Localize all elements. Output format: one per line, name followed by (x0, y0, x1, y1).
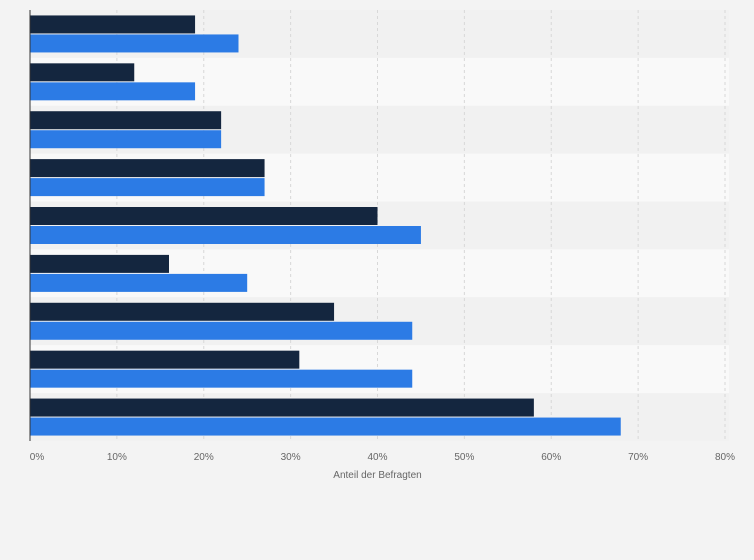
bar-series-1 (30, 63, 135, 82)
x-tick-label: 10% (107, 452, 127, 463)
bar-series-1 (30, 111, 222, 130)
bar-series-2 (30, 34, 239, 53)
x-axis-title: Anteil der Befragten (333, 470, 421, 481)
bar-series-1 (30, 207, 378, 225)
bar-series-2 (30, 178, 265, 197)
bar-series-2 (30, 273, 248, 292)
bar-series-1 (30, 398, 534, 417)
x-tick-label: 80% (715, 452, 735, 463)
bar-series-2 (30, 369, 413, 388)
bar-series-1 (30, 159, 265, 178)
bar-series-1 (30, 254, 169, 273)
x-tick-label: 30% (281, 452, 301, 463)
x-tick-label: 60% (541, 452, 561, 463)
x-tick-label: 20% (194, 452, 214, 463)
bar-series-2 (30, 321, 413, 340)
bar-series-2 (30, 130, 222, 149)
bar-series-1 (30, 302, 335, 321)
bar-series-2 (30, 417, 621, 436)
x-tick-labels: 0% 10% 20% 30% 40% 50% 60% 70% 80% (30, 452, 735, 463)
x-tick-label: 40% (367, 452, 387, 463)
bar-series-1 (30, 350, 300, 369)
bar-series-2 (30, 226, 421, 244)
bar-series-2 (30, 82, 196, 101)
x-tick-label: 50% (454, 452, 474, 463)
bar-series-1 (30, 15, 196, 34)
bars (30, 15, 621, 436)
x-tick-label: 0% (30, 452, 45, 463)
x-tick-label: 70% (628, 452, 648, 463)
